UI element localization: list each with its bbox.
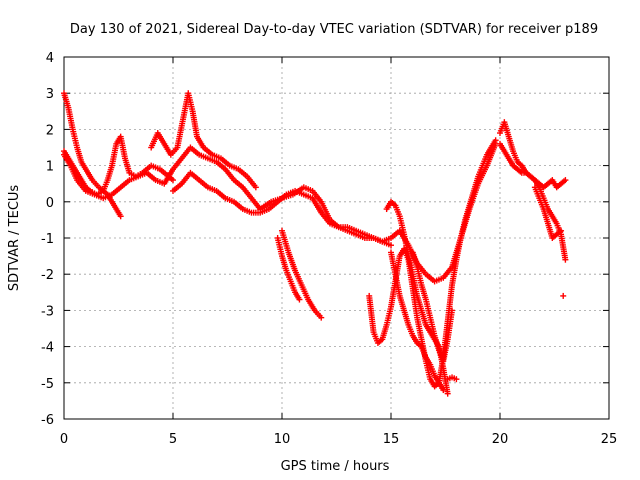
series-track-n [497, 119, 569, 191]
x-tick-label: 10 [274, 432, 291, 447]
y-tick-label: 2 [46, 123, 54, 138]
data-point [449, 307, 456, 314]
data-point [252, 184, 259, 191]
data-points [61, 90, 569, 397]
y-tick-label: 1 [46, 160, 54, 175]
grid-lines [64, 57, 609, 419]
series-track-g [279, 227, 325, 321]
y-tick-label: -5 [41, 377, 54, 392]
series-track-q [560, 292, 567, 299]
y-tick-label: -4 [41, 341, 54, 356]
series-track-d [148, 90, 259, 191]
data-point [444, 390, 451, 397]
data-point [318, 314, 325, 321]
y-tick-label: -3 [41, 304, 54, 319]
y-tick-label: 4 [46, 51, 54, 66]
x-tick-label: 25 [601, 432, 618, 447]
series-track-i [366, 137, 499, 390]
series-track-h [274, 235, 303, 303]
series-track-k [388, 249, 447, 394]
data-point [117, 213, 124, 220]
y-tick-label: -2 [41, 268, 54, 283]
data-point [440, 387, 447, 394]
y-tick-label: 0 [46, 196, 54, 211]
series-track-l [409, 249, 456, 365]
x-tick-label: 0 [60, 432, 68, 447]
y-tick-label: 3 [46, 87, 54, 102]
y-tick-label: -1 [41, 232, 54, 247]
data-point [492, 137, 499, 144]
data-point [562, 177, 569, 184]
data-point [388, 242, 394, 249]
x-axis-label: GPS time / hours [281, 459, 390, 474]
data-point [562, 256, 569, 263]
series-track-p [531, 184, 565, 241]
series-track-e [170, 169, 394, 249]
x-tick-label: 5 [169, 432, 177, 447]
series-track-m [444, 374, 460, 383]
x-tick-label: 15 [383, 432, 400, 447]
data-point [453, 376, 460, 383]
x-tick-label: 20 [492, 432, 509, 447]
chart-title: Day 130 of 2021, Sidereal Day-to-day VTE… [70, 22, 598, 37]
data-point [560, 292, 567, 299]
y-tick-label: -6 [41, 413, 54, 428]
y-axis-label: SDTVAR / TECUs [7, 185, 22, 292]
data-point [558, 227, 565, 234]
data-point [296, 296, 303, 303]
series-track-o [497, 140, 569, 263]
data-point [170, 177, 176, 184]
